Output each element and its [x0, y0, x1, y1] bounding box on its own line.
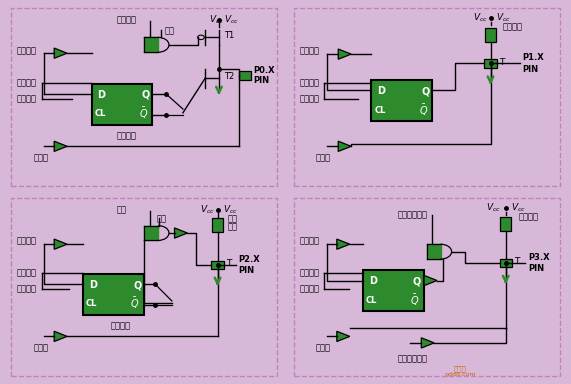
Polygon shape: [144, 225, 158, 240]
Text: 多路开关: 多路开关: [111, 322, 131, 331]
Text: T1: T1: [224, 31, 235, 40]
Polygon shape: [338, 49, 351, 59]
Text: 读引脚: 读引脚: [33, 343, 49, 352]
Text: 写锁存器: 写锁存器: [299, 94, 319, 103]
Text: 读引脚: 读引脚: [316, 153, 331, 162]
Text: $V_{cc}$: $V_{cc}$: [209, 13, 224, 26]
Text: D: D: [377, 86, 385, 96]
Text: PIN: PIN: [522, 65, 538, 73]
Text: P0.X: P0.X: [254, 66, 275, 75]
Text: P2.X: P2.X: [238, 255, 260, 263]
Text: T: T: [226, 259, 231, 268]
Text: 地址数据: 地址数据: [116, 15, 136, 24]
Polygon shape: [54, 331, 67, 341]
Polygon shape: [421, 338, 434, 348]
Text: $V_{cc}$: $V_{cc}$: [496, 12, 511, 24]
Text: D: D: [97, 90, 105, 100]
Text: 第二输入功能: 第二输入功能: [398, 354, 428, 363]
Bar: [83, 274, 144, 315]
Text: D: D: [369, 276, 377, 286]
Text: D: D: [89, 280, 97, 290]
Polygon shape: [144, 37, 158, 52]
Text: Q: Q: [421, 86, 429, 96]
Text: CL: CL: [86, 300, 98, 308]
Text: $V_{cc}$: $V_{cc}$: [486, 202, 501, 214]
Text: 内部提升: 内部提升: [518, 213, 538, 222]
Text: 读引脚: 读引脚: [33, 153, 49, 162]
Text: 第二输出功能: 第二输出功能: [398, 210, 428, 219]
Text: 电器网: 电器网: [454, 365, 467, 372]
Text: 写锁存器: 写锁存器: [17, 94, 37, 103]
Text: $\bar{Q}$: $\bar{Q}$: [130, 296, 140, 311]
Text: 读锁存器: 读锁存器: [17, 46, 37, 55]
Bar: [211, 260, 224, 269]
Text: Q: Q: [142, 90, 150, 100]
Text: 内部总线: 内部总线: [17, 78, 37, 88]
Text: $V_{cc}$: $V_{cc}$: [200, 204, 215, 216]
Text: 控制: 控制: [156, 215, 167, 223]
Text: CL: CL: [366, 296, 377, 305]
Text: $V_{cc}$: $V_{cc}$: [224, 13, 239, 26]
Text: 多路开关: 多路开关: [116, 132, 136, 141]
Text: 读锁存器: 读锁存器: [299, 46, 319, 55]
Text: 读引脚: 读引脚: [316, 343, 331, 352]
Text: T2: T2: [224, 72, 235, 81]
Bar: [91, 84, 152, 125]
Bar: [500, 217, 511, 231]
Text: CL: CL: [374, 106, 385, 114]
Text: gddq.com: gddq.com: [444, 371, 476, 376]
Text: P1.X: P1.X: [522, 53, 544, 62]
Text: $V_{cc}$: $V_{cc}$: [223, 204, 238, 216]
Text: 内部总线: 内部总线: [299, 78, 319, 88]
Text: T: T: [499, 58, 504, 67]
Text: 内部提升: 内部提升: [503, 23, 523, 31]
Text: 控制: 控制: [165, 26, 175, 35]
Polygon shape: [54, 239, 67, 249]
Text: P3.X: P3.X: [528, 253, 549, 262]
Text: $\bar{Q}$: $\bar{Q}$: [139, 106, 148, 121]
Text: PIN: PIN: [528, 264, 544, 273]
Polygon shape: [337, 239, 350, 249]
Bar: [500, 259, 512, 267]
Bar: [485, 28, 496, 41]
Bar: [363, 270, 424, 311]
Text: 内部总线: 内部总线: [17, 268, 37, 278]
Text: T: T: [514, 257, 520, 266]
Text: 读锁存器: 读锁存器: [17, 236, 37, 245]
Polygon shape: [54, 48, 67, 58]
Polygon shape: [427, 244, 441, 259]
Text: $\bar{Q}$: $\bar{Q}$: [419, 103, 428, 118]
Polygon shape: [54, 141, 67, 151]
Text: CL: CL: [94, 109, 106, 118]
Polygon shape: [338, 141, 351, 151]
Text: 提升: 提升: [227, 222, 238, 231]
Text: $V_{cc}$: $V_{cc}$: [473, 12, 488, 24]
Text: $\bar{Q}$: $\bar{Q}$: [410, 293, 420, 308]
Bar: [212, 218, 223, 232]
Polygon shape: [175, 228, 187, 238]
Text: 写锁存器: 写锁存器: [17, 285, 37, 293]
Text: 写锁存器: 写锁存器: [299, 285, 319, 293]
Bar: [371, 80, 432, 121]
Text: 地址: 地址: [116, 205, 127, 214]
Text: Q: Q: [133, 280, 142, 290]
Text: 内部总线: 内部总线: [299, 268, 319, 278]
Text: PIN: PIN: [238, 266, 255, 275]
Text: 内部: 内部: [227, 215, 238, 223]
Text: 读锁存器: 读锁存器: [299, 236, 319, 245]
Polygon shape: [337, 331, 350, 341]
Text: Q: Q: [413, 276, 421, 286]
Polygon shape: [424, 275, 437, 286]
Text: $V_{cc}$: $V_{cc}$: [511, 202, 526, 214]
Bar: [484, 59, 497, 68]
Bar: [239, 71, 251, 80]
Text: PIN: PIN: [254, 76, 270, 85]
